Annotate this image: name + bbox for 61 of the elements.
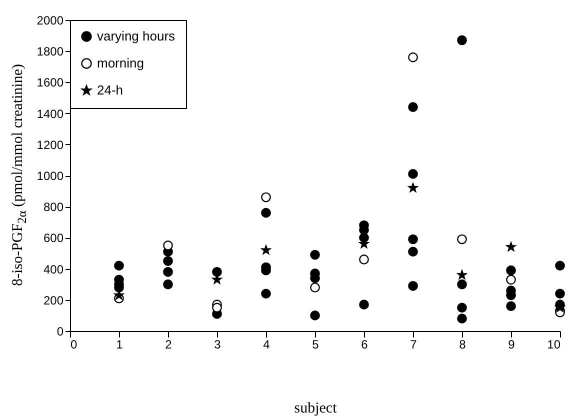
x-tick-label: 2: [165, 338, 172, 352]
legend-label: morning: [97, 56, 144, 70]
y-tick-label: 0: [56, 324, 64, 338]
point: [408, 280, 418, 291]
x-tick-label: 3: [214, 338, 222, 352]
legend-label: varying hours: [97, 28, 176, 44]
point: [310, 282, 320, 292]
point: [310, 310, 320, 320]
y-tick-label: 1000: [36, 169, 64, 183]
y-tick-label: 1600: [36, 76, 64, 90]
x-tick-label: 1: [116, 338, 124, 352]
point: [359, 254, 369, 264]
y-tick-label: 1800: [36, 44, 64, 59]
point: [506, 274, 516, 285]
point: [408, 102, 418, 112]
point: [506, 265, 516, 276]
point: [506, 301, 516, 312]
point: [408, 169, 418, 179]
point: [408, 234, 418, 244]
point: [555, 260, 565, 271]
point: [261, 245, 271, 254]
y-tick-label: 800: [43, 200, 64, 214]
y-tick-label: 1200: [36, 138, 64, 152]
x-tick-label: 6: [361, 338, 368, 352]
x-tick-label: 9: [508, 338, 516, 352]
point: [163, 266, 173, 277]
point: [408, 52, 418, 62]
point: [457, 270, 467, 280]
y-tick-label: 200: [43, 293, 64, 308]
x-tick-label: 7: [410, 338, 418, 352]
x-tick-label: 5: [312, 338, 320, 352]
point: [457, 314, 467, 324]
y-tick-label: 600: [43, 231, 64, 246]
x-tick-label: 8: [459, 338, 466, 352]
point: [114, 260, 124, 271]
point: [457, 302, 467, 313]
y-tick-label: 400: [43, 262, 64, 276]
point: [212, 302, 222, 313]
legend-label: 24-h: [97, 82, 124, 98]
point: [506, 242, 516, 252]
point: [457, 35, 467, 46]
point: [408, 246, 418, 257]
point: [163, 256, 173, 266]
point: [163, 279, 173, 290]
x-axis-title: subject: [294, 400, 338, 416]
point: [310, 250, 320, 260]
point: [261, 288, 271, 299]
y-tick-label: 2000: [36, 14, 64, 28]
point: [555, 288, 565, 299]
x-tick-label: 4: [263, 338, 270, 352]
point: [163, 240, 173, 250]
point: [457, 279, 467, 290]
point: [408, 183, 418, 192]
point: [359, 300, 369, 310]
point: [261, 208, 271, 218]
y-tick-label: 1400: [36, 106, 64, 121]
x-tick-label: 0: [70, 338, 78, 352]
point: [457, 234, 467, 244]
point: [212, 266, 222, 277]
point: [261, 192, 271, 202]
x-tick-label: 10: [547, 338, 561, 352]
